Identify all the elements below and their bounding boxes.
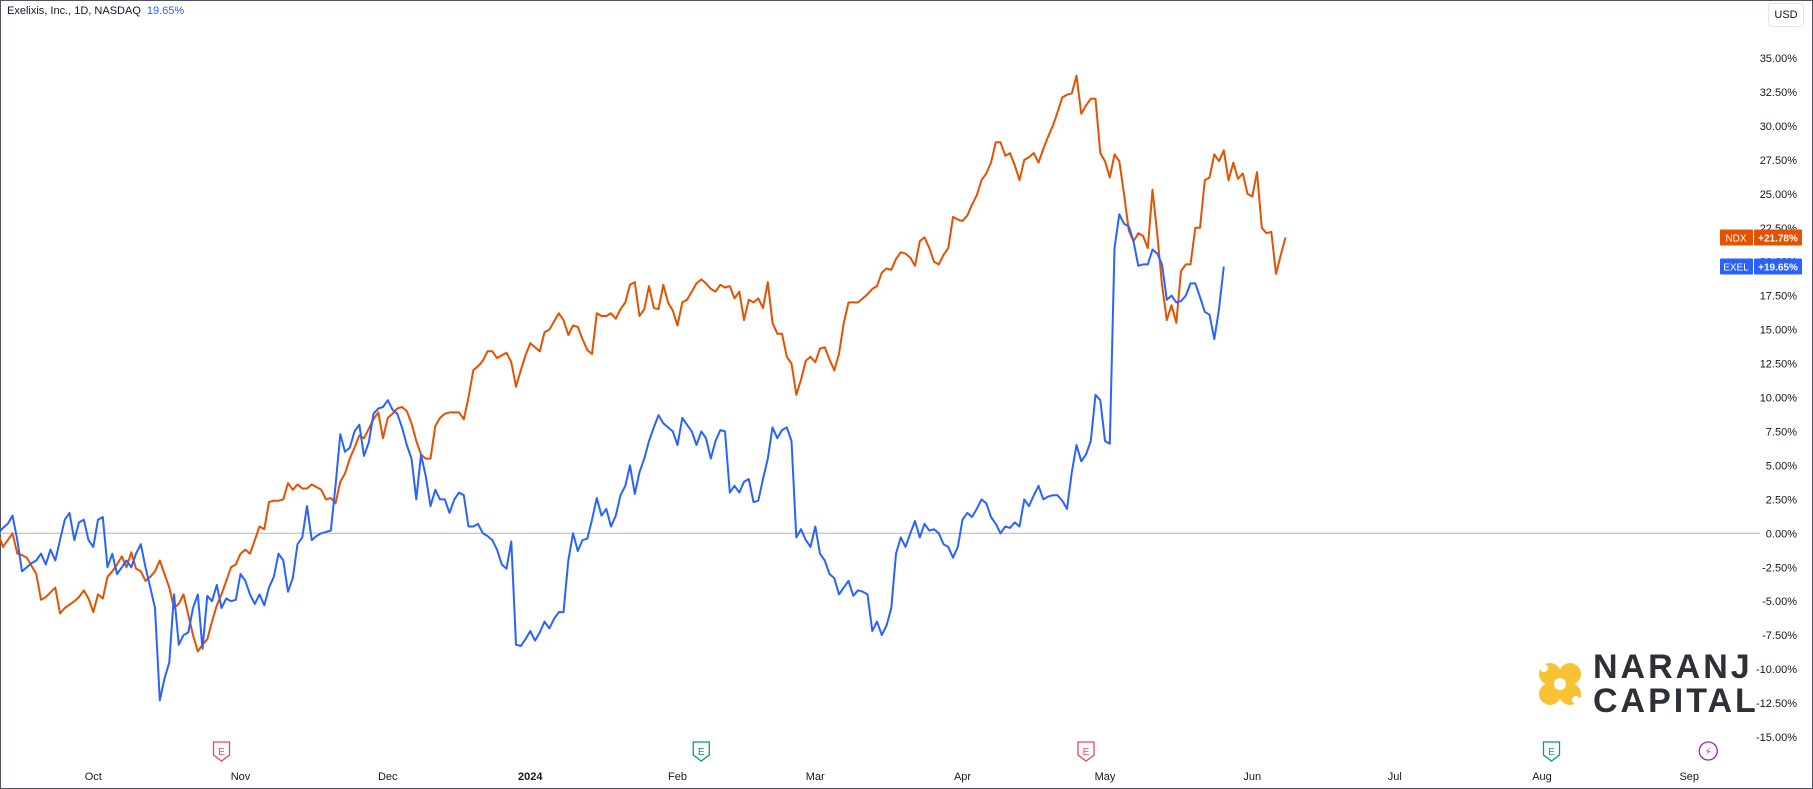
y-tick-label: 32.50%	[1760, 87, 1798, 99]
y-tick-label: 25.00%	[1760, 189, 1798, 201]
earnings-marker[interactable]: E	[212, 741, 231, 762]
x-tick-label: Jun	[1243, 771, 1261, 783]
x-tick-label: 2024	[518, 771, 543, 783]
watermark-line1: NARANJ	[1593, 648, 1753, 686]
series-line-ndx	[0, 74, 1287, 653]
x-tick-label: Sep	[1679, 771, 1699, 783]
y-tick-label: 10.00%	[1760, 393, 1798, 405]
y-tick-label: 35.00%	[1760, 53, 1798, 65]
dividend-marker[interactable]: ⚡	[1698, 741, 1718, 761]
x-tick-label: Jul	[1388, 771, 1402, 783]
symbol-title: Exelixis, Inc., 1D, NASDAQ	[7, 5, 141, 17]
currency-button[interactable]: USD	[1768, 3, 1804, 27]
event-markers[interactable]: E E E E ⚡	[212, 741, 1718, 762]
y-tick-label: 0.00%	[1766, 528, 1797, 540]
x-tick-label: Apr	[954, 771, 971, 783]
x-tick-label: May	[1095, 771, 1116, 783]
x-tick-label: Oct	[85, 771, 102, 783]
event-label: E	[1083, 747, 1090, 758]
ndx-price-badge: NDX +21.78%	[1720, 229, 1802, 246]
y-tick-label: 5.00%	[1766, 460, 1797, 472]
y-tick-label: 30.00%	[1760, 121, 1798, 133]
watermark-line2: CAPITAL	[1593, 682, 1759, 720]
y-tick-label: -15.00%	[1756, 732, 1797, 744]
chart-legend[interactable]: Exelixis, Inc., 1D, NASDAQ 19.65%	[7, 5, 184, 17]
event-label: E	[1548, 747, 1555, 758]
naranj-logo-icon	[1539, 663, 1581, 705]
y-tick-label: 17.50%	[1760, 291, 1798, 303]
exel-badge-value: +19.65%	[1758, 262, 1798, 273]
event-label: ⚡	[1705, 747, 1712, 758]
x-tick-label: Aug	[1532, 771, 1552, 783]
y-tick-label: 2.50%	[1766, 494, 1797, 506]
y-tick-label: 15.00%	[1760, 325, 1798, 337]
exel-price-badge: EXEL +19.65%	[1720, 258, 1802, 275]
x-tick-label: Mar	[806, 771, 825, 783]
y-tick-label: -5.00%	[1762, 596, 1797, 608]
y-tick-label: 27.50%	[1760, 155, 1798, 167]
y-tick-label: 7.50%	[1766, 426, 1797, 438]
y-tick-label: -12.50%	[1756, 698, 1797, 710]
earnings-marker[interactable]: E	[692, 741, 710, 762]
naranj-capital-watermark: NARANJ CAPITAL	[1535, 650, 1759, 718]
event-label: E	[218, 747, 225, 758]
y-tick-label: -2.50%	[1762, 562, 1797, 574]
change-value: 19.65%	[146, 5, 185, 17]
price-badges: NDX +21.78% EXEL +19.65%	[1720, 229, 1802, 275]
x-tick-label: Feb	[668, 771, 687, 783]
earnings-marker[interactable]: E	[1542, 741, 1561, 762]
y-tick-label: 12.50%	[1760, 359, 1798, 371]
time-scale[interactable]: Oct Nov Dec 2024 Feb Mar Apr May Jun Jul Aug Sep	[85, 771, 1699, 783]
y-tick-label: -7.50%	[1762, 630, 1797, 642]
price-scale[interactable]: 35.00%32.50%30.00%27.50%25.00%22.50%20.0…	[1756, 53, 1797, 744]
exel-badge-name: EXEL	[1723, 262, 1749, 273]
series-lines	[0, 74, 1287, 702]
earnings-marker[interactable]: E	[1077, 741, 1095, 762]
x-tick-label: Nov	[231, 771, 251, 783]
ndx-badge-value: +21.78%	[1758, 234, 1798, 245]
series-line-exel	[0, 213, 1225, 702]
y-tick-label: -10.00%	[1756, 664, 1797, 676]
ndx-badge-name: NDX	[1725, 234, 1746, 245]
event-label: E	[698, 747, 705, 758]
x-tick-label: Dec	[378, 771, 398, 783]
